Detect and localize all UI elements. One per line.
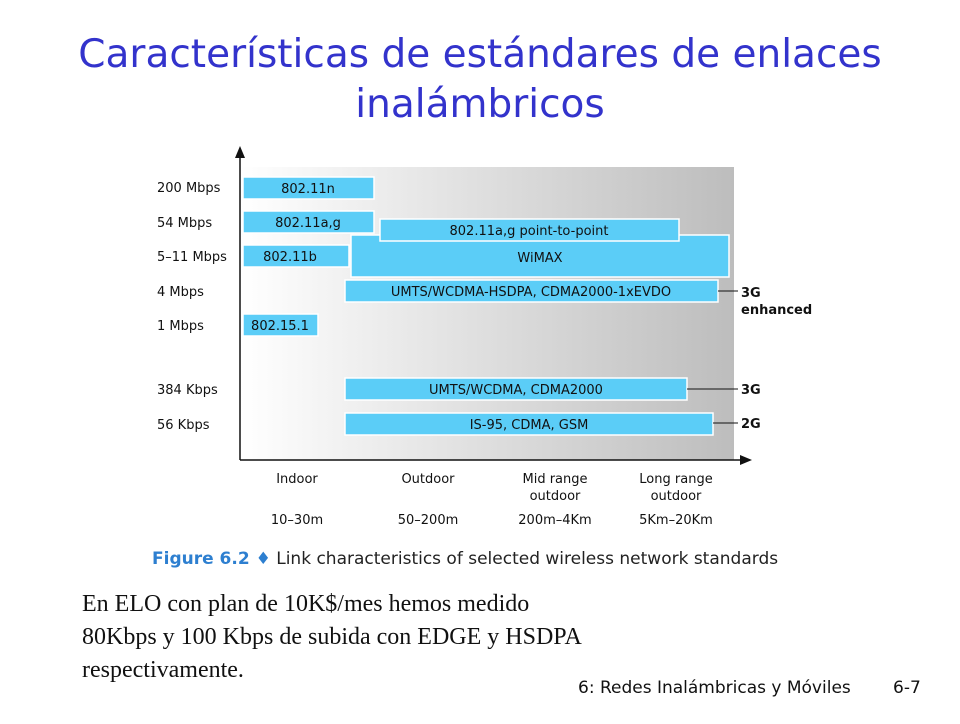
range-sub-long: outdoor (651, 489, 702, 504)
range-label-long: Long range (639, 472, 712, 487)
gen-label-3g: 3G (741, 383, 761, 398)
slide-title-line2: inalámbricos (355, 82, 605, 127)
range-distance-long: 5Km–20Km (639, 513, 713, 528)
bar-802-15-1: 802.15.1 (242, 313, 319, 337)
rate-label-56kbps: 56 Kbps (157, 418, 210, 433)
gen-label-2g: 2G (741, 417, 761, 432)
x-axis-arrow-icon (740, 455, 752, 465)
range-label-mid: Mid range (522, 472, 587, 487)
bar-802-11ag: 802.11a,g (242, 210, 375, 234)
rate-label-384kbps: 384 Kbps (157, 383, 218, 398)
bar-802-11n: 802.11n (242, 176, 375, 200)
bar-label-802-11ag-p2p: 802.11a,g point-to-point (450, 224, 609, 239)
range-distance-outdoor: 50–200m (398, 513, 459, 528)
figure-caption-text: Link characteristics of selected wireles… (276, 549, 779, 569)
note-line3: respectivamente. (82, 657, 244, 683)
bar-label-is95: IS-95, CDMA, GSM (470, 418, 589, 433)
bar-umts-cdma2000: UMTS/WCDMA, CDMA2000 (344, 377, 688, 401)
y-axis-arrow-icon (235, 146, 245, 158)
bar-label-umts-hsdpa: UMTS/WCDMA-HSDPA, CDMA2000-1xEVDO (391, 285, 671, 300)
gen-label-3g-enhanced-top: 3G (741, 286, 761, 301)
rate-label-4mbps: 4 Mbps (157, 285, 204, 300)
range-label-outdoor: Outdoor (401, 472, 455, 487)
figure-caption: Figure 6.2 ♦ Link characteristics of sel… (152, 549, 792, 569)
bar-is95-cdma-gsm: IS-95, CDMA, GSM (344, 412, 714, 436)
note-line2: 80Kbps y 100 Kbps de subida con EDGE y H… (82, 624, 582, 650)
bar-label-802-15-1: 802.15.1 (251, 319, 309, 334)
figure-number: Figure 6.2 ♦ (152, 549, 271, 569)
bar-label-umts-cdma2000: UMTS/WCDMA, CDMA2000 (429, 383, 603, 398)
gen-label-3g-enhanced-bottom: enhanced (741, 303, 812, 318)
rate-label-1mbps: 1 Mbps (157, 319, 204, 334)
page-number: 6-7 (893, 678, 921, 698)
bar-label-802-11ag: 802.11a,g (275, 216, 341, 231)
slide-footer: 6: Redes Inalámbricas y Móviles (578, 678, 851, 698)
slide-title-line1: Características de estándares de enlaces (78, 32, 882, 77)
slide-title: Características de estándares de enlaces… (40, 30, 920, 130)
rate-label-54mbps: 54 Mbps (157, 216, 212, 231)
note-line1: En ELO con plan de 10K$/mes hemos medido (82, 591, 530, 617)
rate-label-200mbps: 200 Mbps (157, 181, 221, 196)
range-sub-mid: outdoor (530, 489, 581, 504)
bar-label-802-11b: 802.11b (263, 250, 317, 265)
range-label-indoor: Indoor (276, 472, 318, 487)
bar-802-11ag-point-to-point: 802.11a,g point-to-point (379, 218, 680, 242)
range-distance-mid: 200m–4Km (518, 513, 591, 528)
bar-802-11b: 802.11b (242, 244, 350, 268)
bar-label-wimax: WiMAX (517, 251, 562, 266)
bar-umts-hsdpa: UMTS/WCDMA-HSDPA, CDMA2000-1xEVDO (344, 279, 719, 303)
range-distance-indoor: 10–30m (271, 513, 323, 528)
note-paragraph: En ELO con plan de 10K$/mes hemos medido… (82, 588, 722, 687)
bar-label-802-11n: 802.11n (281, 182, 335, 197)
rate-label-5-11mbps: 5–11 Mbps (157, 250, 227, 265)
